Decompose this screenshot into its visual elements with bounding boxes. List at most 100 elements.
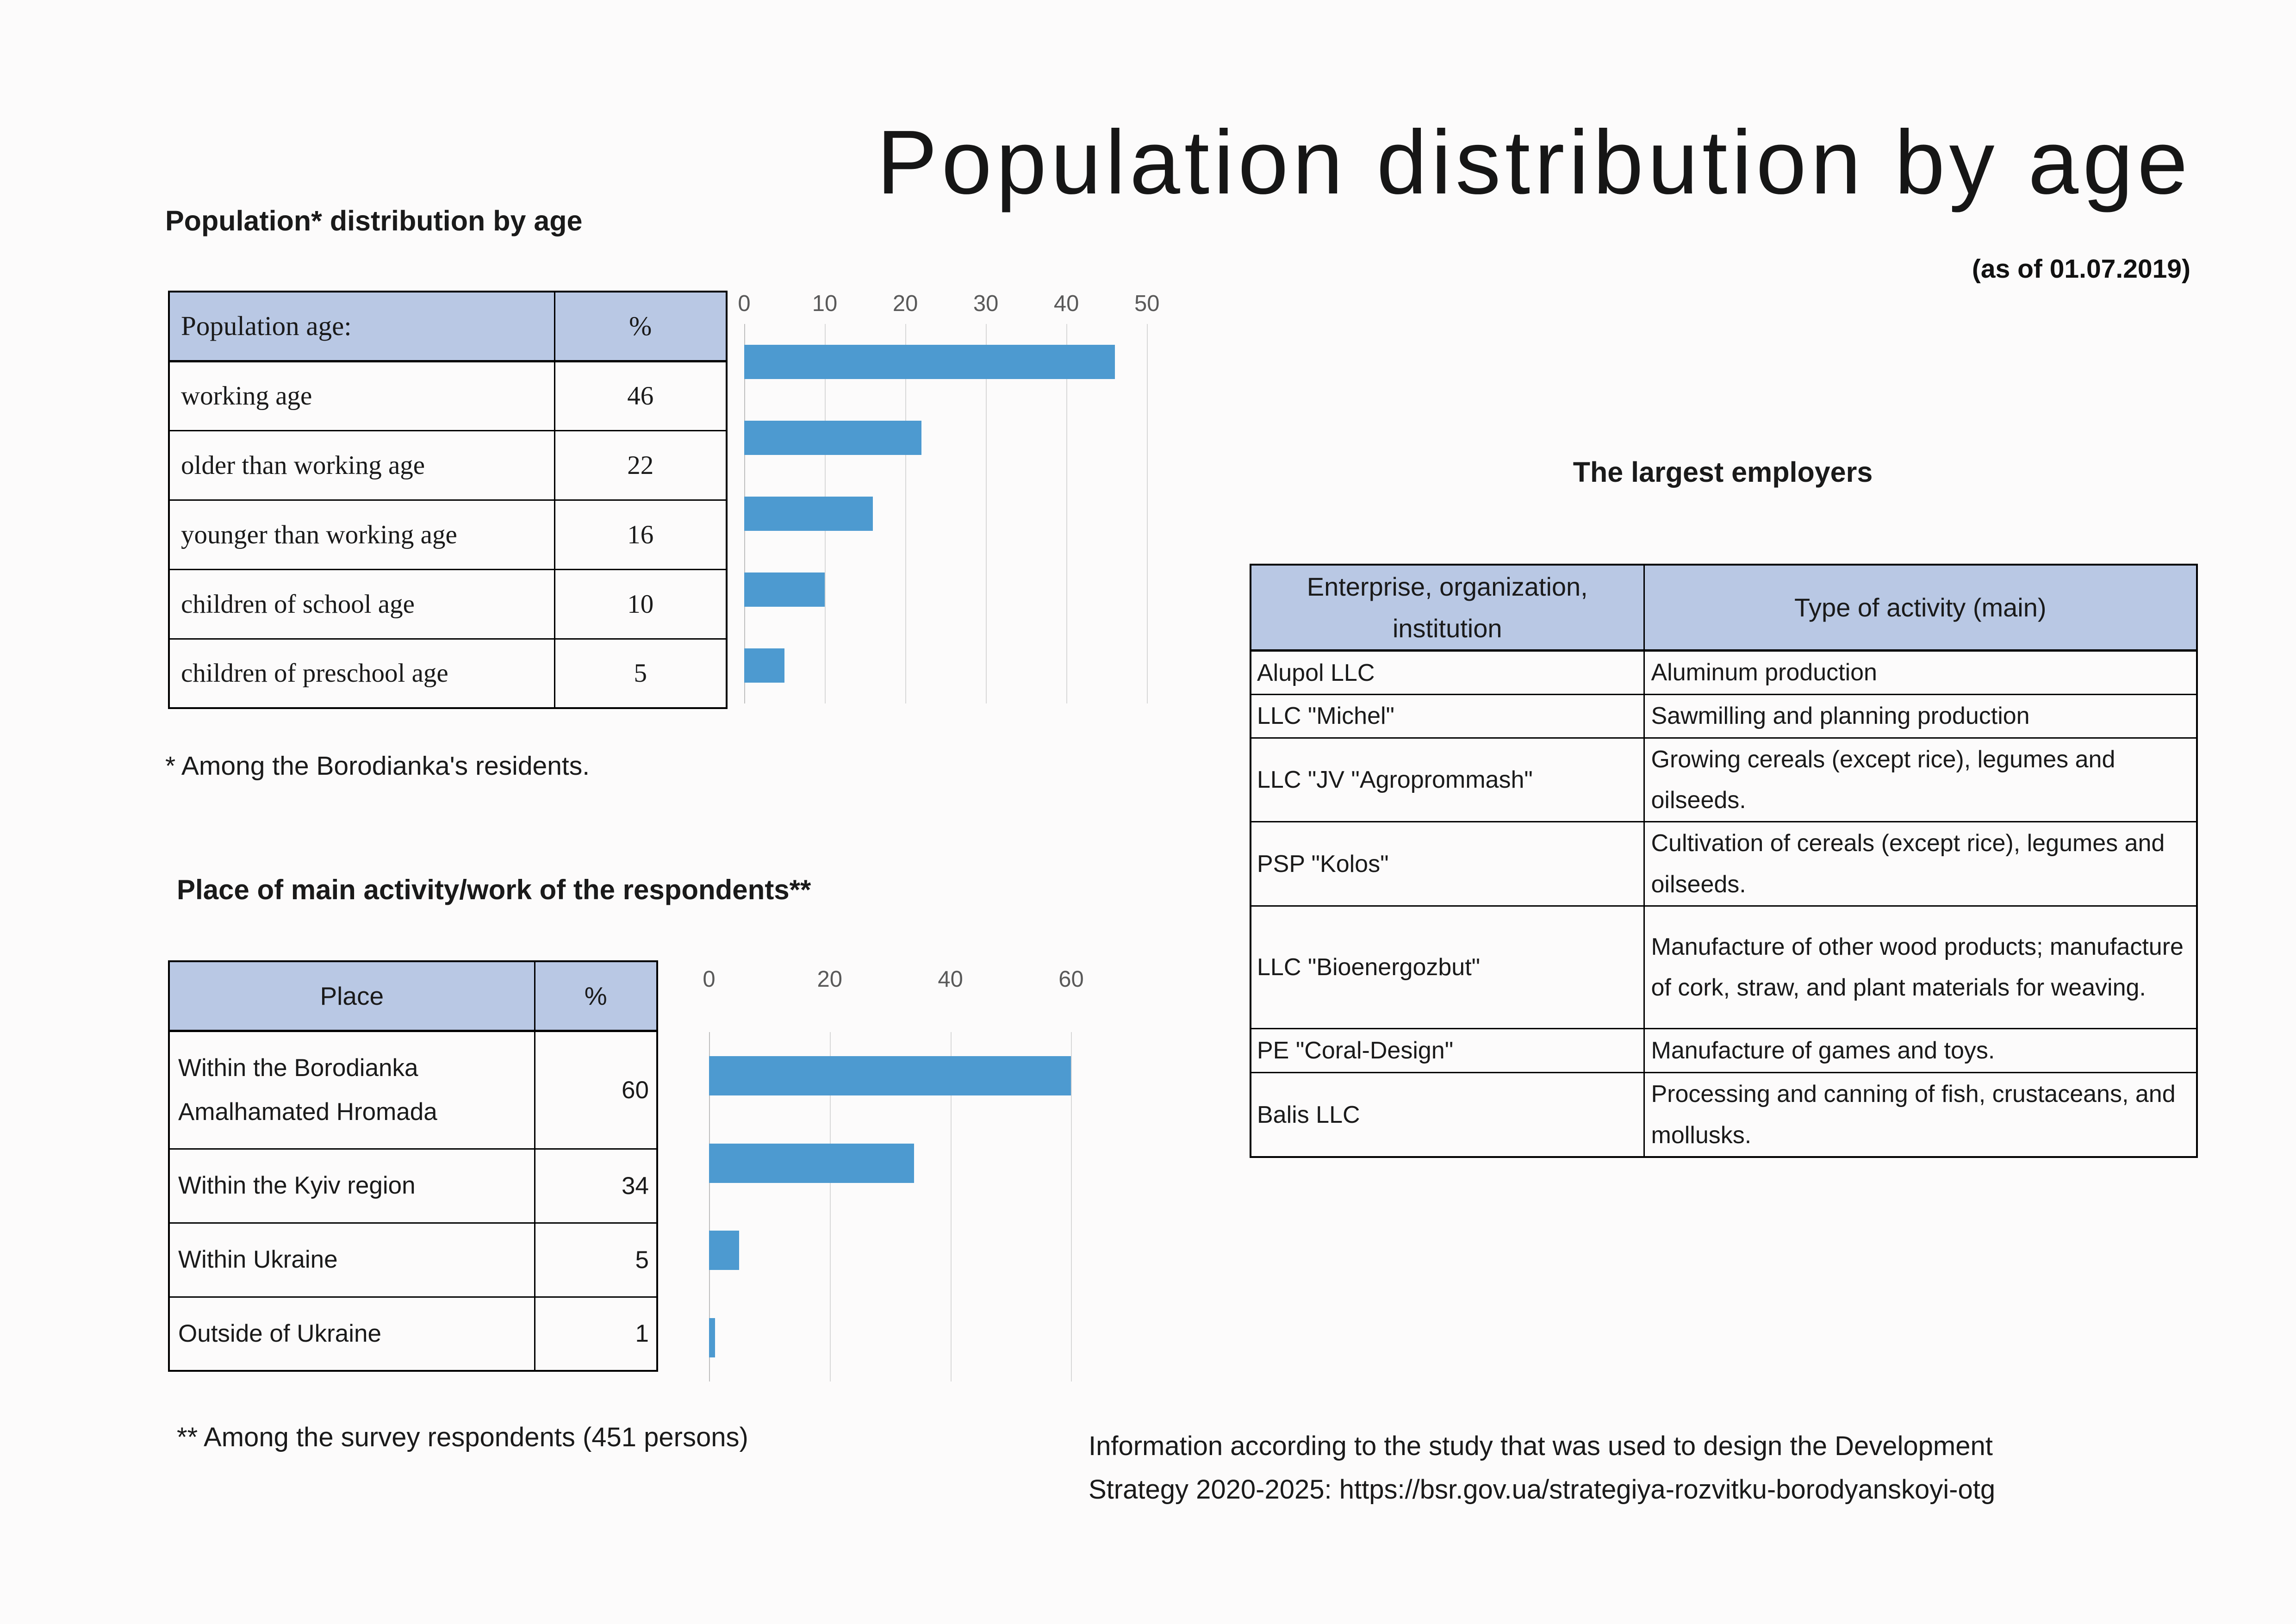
- axis-tick-label: 20: [817, 967, 843, 992]
- axis-tick-label: 20: [892, 291, 918, 316]
- row-label: younger than working age: [168, 499, 555, 570]
- enterprise-activity: Sawmilling and planning production: [1643, 694, 2198, 739]
- place-table-header-label: Place: [168, 960, 535, 1032]
- row-label: Within Ukraine: [168, 1222, 535, 1298]
- enterprise-name: LLC "Michel": [1250, 694, 1645, 739]
- enterprise-name: PSP "Kolos": [1250, 821, 1645, 907]
- enterprise-activity: Manufacture of games and toys.: [1643, 1028, 2198, 1074]
- table-header-row: Population age: %: [168, 291, 728, 362]
- axis-tick-label: 30: [973, 291, 999, 316]
- gridline: [1066, 324, 1068, 703]
- population-table-header-label: Population age:: [168, 291, 555, 362]
- gridline: [986, 324, 987, 703]
- bar: [744, 648, 785, 683]
- row-label: Outside of Ukraine: [168, 1296, 535, 1372]
- gridline: [709, 1032, 710, 1381]
- place-table-header-percent: %: [534, 960, 658, 1032]
- axis-tick-label: 40: [938, 967, 963, 992]
- table-row: PSP "Kolos" Cultivation of cereals (exce…: [1250, 821, 2198, 907]
- table-row: LLC "JV "Agroprommash" Growing cereals (…: [1250, 737, 2198, 823]
- row-value: 46: [554, 360, 728, 431]
- enterprise-activity: Processing and canning of fish, crustace…: [1643, 1072, 2198, 1158]
- row-value: 22: [554, 429, 728, 501]
- table-row: working age 46: [168, 360, 728, 431]
- enterprise-activity: Manufacture of other wood products; manu…: [1643, 905, 2198, 1030]
- table-row: Within the Borodianka Amalhamated Hromad…: [168, 1030, 658, 1150]
- population-age-bar-chart: 0 10 20 30 40 50: [738, 287, 1166, 708]
- place-footnote: ** Among the survey respondents (451 per…: [177, 1422, 748, 1452]
- page-title: Population distribution by age: [877, 112, 2192, 213]
- bar: [709, 1056, 1071, 1095]
- enterprise-activity: Cultivation of cereals (except rice), le…: [1643, 821, 2198, 907]
- row-label: working age: [168, 360, 555, 431]
- table-row: younger than working age 16: [168, 499, 728, 570]
- chart-axis-ticks: 0 10 20 30 40 50: [738, 291, 1166, 317]
- row-value: 60: [534, 1030, 658, 1150]
- row-label: older than working age: [168, 429, 555, 501]
- row-value: 16: [554, 499, 728, 570]
- employers-table-header-enterprise: Enterprise, organization, institution: [1250, 564, 1645, 652]
- population-section-heading: Population* distribution by age: [165, 205, 583, 236]
- table-row: LLC "Michel" Sawmilling and planning pro…: [1250, 694, 2198, 739]
- place-section-heading: Place of main activity/work of the respo…: [177, 874, 811, 905]
- chart-plot-area: [744, 324, 1166, 703]
- table-row: children of preschool age 5: [168, 638, 728, 709]
- table-row: Outside of Ukraine 1: [168, 1296, 658, 1372]
- population-table: Population age: % working age 46 older t…: [168, 291, 728, 709]
- place-table: Place % Within the Borodianka Amalhamate…: [168, 960, 658, 1372]
- row-value: 5: [534, 1222, 658, 1298]
- employers-section-heading: The largest employers: [1573, 456, 1873, 488]
- place-of-work-bar-chart: 0 20 40 60: [703, 963, 1150, 1381]
- axis-tick-label: 0: [738, 291, 751, 316]
- enterprise-activity: Aluminum production: [1643, 650, 2198, 696]
- chart-axis-ticks: 0 20 40 60: [703, 966, 1150, 993]
- table-row: Balis LLC Processing and canning of fish…: [1250, 1072, 2198, 1158]
- source-note-line1: Information according to the study that …: [1089, 1431, 1993, 1461]
- axis-tick-label: 50: [1134, 291, 1160, 316]
- row-value: 10: [554, 568, 728, 640]
- date-note: (as of 01.07.2019): [1972, 254, 2190, 284]
- axis-tick-label: 60: [1058, 967, 1084, 992]
- population-footnote: * Among the Borodianka's residents.: [165, 751, 590, 781]
- table-row: children of school age 10: [168, 568, 728, 640]
- bar: [744, 497, 873, 531]
- employers-table: Enterprise, organization, institution Ty…: [1250, 564, 2198, 1158]
- row-label: Within the Kyiv region: [168, 1148, 535, 1224]
- row-value: 34: [534, 1148, 658, 1224]
- gridline: [1147, 324, 1148, 703]
- employers-table-header-activity: Type of activity (main): [1643, 564, 2198, 652]
- bar: [709, 1231, 740, 1270]
- enterprise-name: LLC "JV "Agroprommash": [1250, 737, 1645, 823]
- row-label: Within the Borodianka Amalhamated Hromad…: [168, 1030, 535, 1150]
- gridline: [950, 1032, 952, 1381]
- table-row: LLC "Bioenergozbut" Manufacture of other…: [1250, 905, 2198, 1030]
- row-value: 1: [534, 1296, 658, 1372]
- gridline: [829, 1032, 831, 1381]
- enterprise-name: Balis LLC: [1250, 1072, 1645, 1158]
- source-note: Information according to the study that …: [1089, 1425, 2199, 1512]
- table-row: Within Ukraine 5: [168, 1222, 658, 1298]
- row-label: children of preschool age: [168, 638, 555, 709]
- row-value: 5: [554, 638, 728, 709]
- bar: [744, 345, 1115, 379]
- table-header-row: Place %: [168, 960, 658, 1032]
- table-row: PE "Coral-Design" Manufacture of games a…: [1250, 1028, 2198, 1074]
- bar: [744, 572, 825, 607]
- enterprise-name: PE "Coral-Design": [1250, 1028, 1645, 1074]
- enterprise-name: Alupol LLC: [1250, 650, 1645, 696]
- table-row: older than working age 22: [168, 429, 728, 501]
- row-label: children of school age: [168, 568, 555, 640]
- gridline: [1071, 1032, 1072, 1381]
- bar: [709, 1318, 716, 1358]
- table-row: Alupol LLC Aluminum production: [1250, 650, 2198, 696]
- chart-plot-area: [709, 1032, 1150, 1381]
- gridline: [905, 324, 907, 703]
- enterprise-activity: Growing cereals (except rice), legumes a…: [1643, 737, 2198, 823]
- table-row: Within the Kyiv region 34: [168, 1148, 658, 1224]
- axis-tick-label: 10: [812, 291, 838, 316]
- axis-tick-label: 0: [703, 967, 716, 992]
- enterprise-name: LLC "Bioenergozbut": [1250, 905, 1645, 1030]
- population-table-header-percent: %: [554, 291, 728, 362]
- bar: [709, 1143, 915, 1183]
